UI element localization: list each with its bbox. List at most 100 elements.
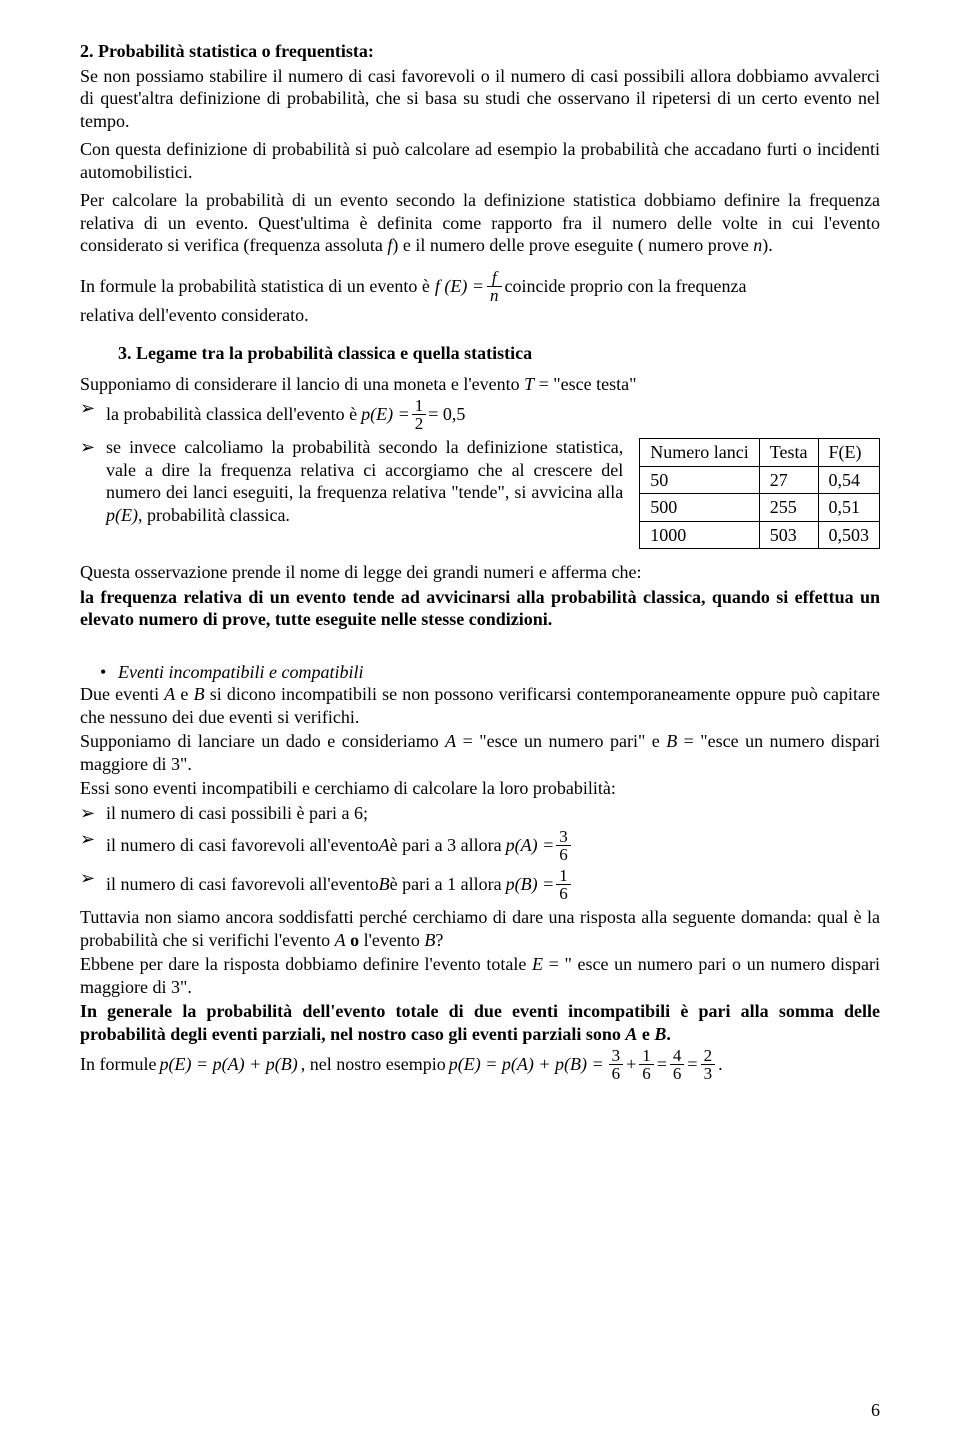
page-number: 6	[871, 1399, 880, 1422]
eventi-bullet-list: il numero di casi possibili è pari a 6; …	[80, 802, 880, 903]
period: .	[718, 1053, 723, 1076]
var-T: T	[524, 374, 534, 394]
denominator: 3	[701, 1065, 716, 1082]
formula-pE: p(E) =	[361, 403, 410, 426]
text-run: = 0,5	[428, 403, 465, 426]
numerator: 2	[701, 1047, 716, 1065]
denominator: 6	[639, 1065, 654, 1082]
text-run: In formule	[80, 1053, 156, 1076]
fraction-f-over-n: f n	[487, 269, 502, 304]
eventi-title-text: Eventi incompatibili e compatibili	[118, 662, 363, 682]
sec3-intro: Supponiamo di considerare il lancio di u…	[80, 373, 880, 396]
cell: 500	[640, 494, 759, 522]
var-E: E	[532, 954, 543, 974]
denominator: 6	[670, 1065, 685, 1082]
text-run: il numero di casi favorevoli all'evento	[106, 834, 379, 857]
formula-fE: f (E) =	[435, 275, 484, 298]
var-A: A	[625, 1024, 637, 1044]
text-run: è pari a 3 allora	[390, 834, 502, 857]
cell: 27	[759, 466, 818, 494]
var-A: A	[379, 834, 390, 857]
numerator: 3	[556, 828, 571, 846]
text-run: Tuttavia non siamo ancora soddisfatti pe…	[80, 907, 880, 950]
numerator: 1	[412, 397, 427, 415]
eventi-p3: Essi sono eventi incompatibili e cerchia…	[80, 777, 880, 800]
text-run: In formule la probabilità statistica di …	[80, 275, 430, 298]
eventi-p2: Supponiamo di lanciare un dado e conside…	[80, 730, 880, 775]
sec2-para-2: Con questa definizione di probabilità si…	[80, 138, 880, 183]
th-testa: Testa	[759, 439, 818, 467]
text-run: , probabilità classica.	[138, 505, 290, 525]
text-run: ) e il numero delle prove eseguite ( num…	[392, 235, 753, 255]
sec3-bullet-list: la probabilità classica dell'evento è p(…	[80, 397, 880, 557]
eventi-final-formula: In formule p(E) = p(A) + p(B) , nel nost…	[80, 1047, 880, 1082]
eventi-p5: Ebbene per dare la risposta dobbiamo def…	[80, 953, 880, 998]
text-run: In generale la probabilità dell'evento t…	[80, 1001, 880, 1044]
denominator: 6	[556, 846, 571, 863]
plus-sign: +	[626, 1053, 636, 1076]
numerator: f	[487, 269, 502, 287]
text-run: e	[637, 1024, 654, 1044]
numerator: 3	[609, 1047, 624, 1065]
cell: 0,51	[818, 494, 880, 522]
frequency-table: Numero lanci Testa F(E) 50 27 0,54 500 2…	[639, 438, 880, 549]
text-run: .	[666, 1024, 671, 1044]
th-lanci: Numero lanci	[640, 439, 759, 467]
sec2-formula: In formule la probabilità statistica di …	[80, 269, 880, 304]
eventi-heading-list: Eventi incompatibili e compatibili	[80, 661, 880, 684]
text-run: , nel nostro esempio	[301, 1053, 446, 1076]
fraction-1-over-2: 1 2	[412, 397, 427, 432]
sec2-formula-line2: relativa dell'evento considerato.	[80, 304, 880, 327]
text-run: Due eventi	[80, 684, 164, 704]
var-B: B	[379, 873, 390, 896]
bullet-casi-possibili: il numero di casi possibili è pari a 6;	[80, 802, 880, 825]
eventi-p4: Tuttavia non siamo ancora soddisfatti pe…	[80, 906, 880, 951]
fraction-1-over-6: 1 6	[556, 867, 571, 902]
cell: 0,54	[818, 466, 880, 494]
var-B: B	[194, 684, 205, 704]
text-run: Supponiamo di lanciare un dado e conside…	[80, 731, 445, 751]
cell: 255	[759, 494, 818, 522]
numerator: 4	[670, 1047, 685, 1065]
text-run: ?	[435, 930, 443, 950]
eventi-p6: In generale la probabilità dell'evento t…	[80, 1000, 880, 1045]
eventi-title: Eventi incompatibili e compatibili	[80, 661, 880, 684]
var-n: n	[753, 235, 762, 255]
formula-sum: p(E) = p(A) + p(B)	[159, 1053, 297, 1076]
fraction-3-over-6: 3 6	[556, 828, 571, 863]
var-B: B	[654, 1024, 666, 1044]
fraction: 2 3	[701, 1047, 716, 1082]
denominator: 2	[412, 415, 427, 432]
eventi-p1: Due eventi A e B si dicono incompatibili…	[80, 683, 880, 728]
sec2-para-1: Se non possiamo stabilire il numero di c…	[80, 65, 880, 133]
cell: 0,503	[818, 521, 880, 549]
fraction: 4 6	[670, 1047, 685, 1082]
text-run: se invece calcoliamo la probabilità seco…	[106, 437, 623, 502]
var-A: A	[335, 930, 346, 950]
bullet-favorevoli-A: il numero di casi favorevoli all'evento …	[80, 828, 880, 863]
denominator: 6	[609, 1065, 624, 1082]
formula-pB: p(B) =	[506, 873, 555, 896]
fraction: 3 6	[609, 1047, 624, 1082]
section-2-title: 2. Probabilità statistica o frequentista…	[80, 40, 880, 63]
bullet-statistic-prob: Numero lanci Testa F(E) 50 27 0,54 500 2…	[80, 436, 880, 557]
var-A: A	[164, 684, 175, 704]
formula-sum-2: p(E) = p(A) + p(B) =	[449, 1053, 604, 1076]
text-run: = "esce un numero pari" e	[456, 731, 666, 751]
denominator: n	[487, 287, 502, 304]
cell: 503	[759, 521, 818, 549]
bullet-classic-prob: la probabilità classica dell'evento è p(…	[80, 397, 880, 432]
text-run: è pari a 1 allora	[390, 873, 502, 896]
th-fe: F(E)	[818, 439, 880, 467]
equals-sign: =	[687, 1053, 697, 1076]
cell: 50	[640, 466, 759, 494]
var-B: B	[424, 930, 435, 950]
text-run: = "esce testa"	[534, 374, 636, 394]
text-run: coincide proprio con la frequenza	[505, 275, 747, 298]
document-page: 2. Probabilità statistica o frequentista…	[0, 0, 960, 1451]
numerator: 1	[639, 1047, 654, 1065]
text-run: l'evento	[359, 930, 424, 950]
sec3-observation: Questa osservazione prende il nome di le…	[80, 561, 880, 584]
bold-o: o	[346, 930, 360, 950]
sec3-law: la frequenza relativa di un evento tende…	[80, 586, 880, 631]
